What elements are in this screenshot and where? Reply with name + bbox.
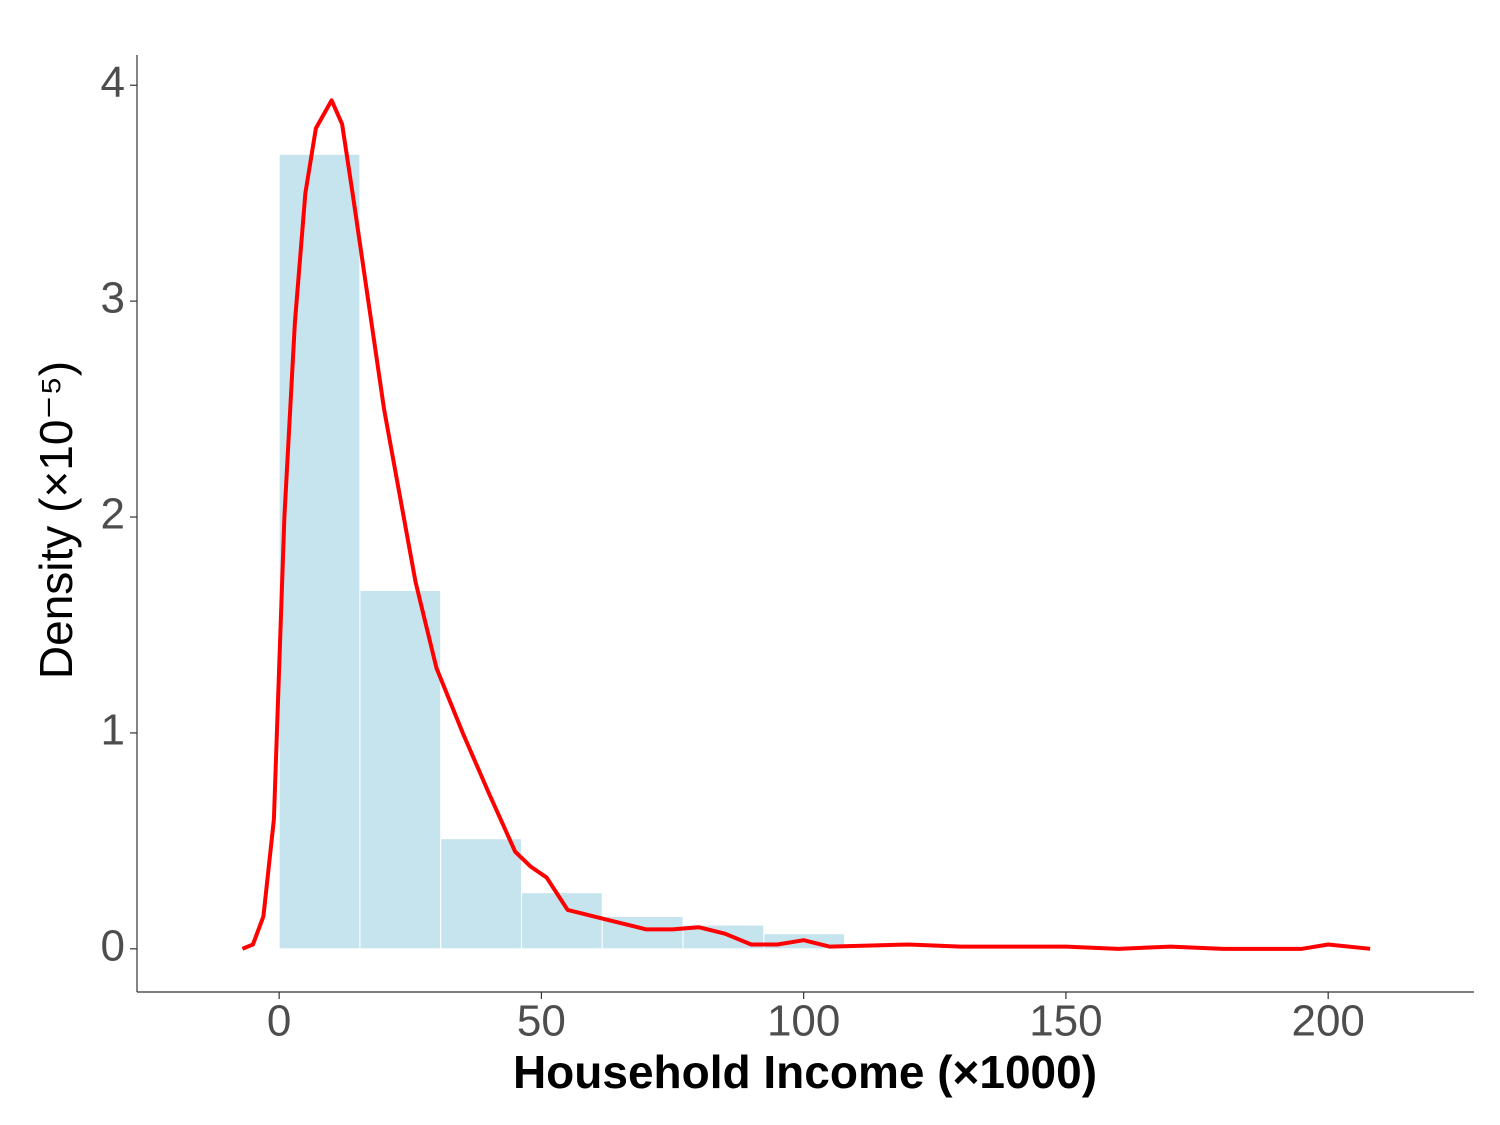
y-tick-label: 4 <box>101 58 125 107</box>
y-axis-title: Density (×10⁻⁵) <box>30 361 82 679</box>
y-tick-label: 0 <box>101 921 125 970</box>
x-axis-title: Household Income (×1000) <box>513 1046 1097 1098</box>
y-tick-label: 3 <box>101 274 125 323</box>
x-tick-label: 0 <box>267 997 291 1046</box>
x-tick-label: 100 <box>767 997 840 1046</box>
x-tick-label: 150 <box>1029 997 1102 1046</box>
bar <box>359 589 442 950</box>
bar <box>440 838 522 950</box>
x-tick-label: 200 <box>1291 997 1364 1046</box>
density-curve <box>241 98 1371 951</box>
y-tick-label: 2 <box>101 490 125 539</box>
x-tick-label: 50 <box>517 997 566 1046</box>
y-tick-label: 1 <box>101 706 125 755</box>
bar <box>278 153 361 950</box>
